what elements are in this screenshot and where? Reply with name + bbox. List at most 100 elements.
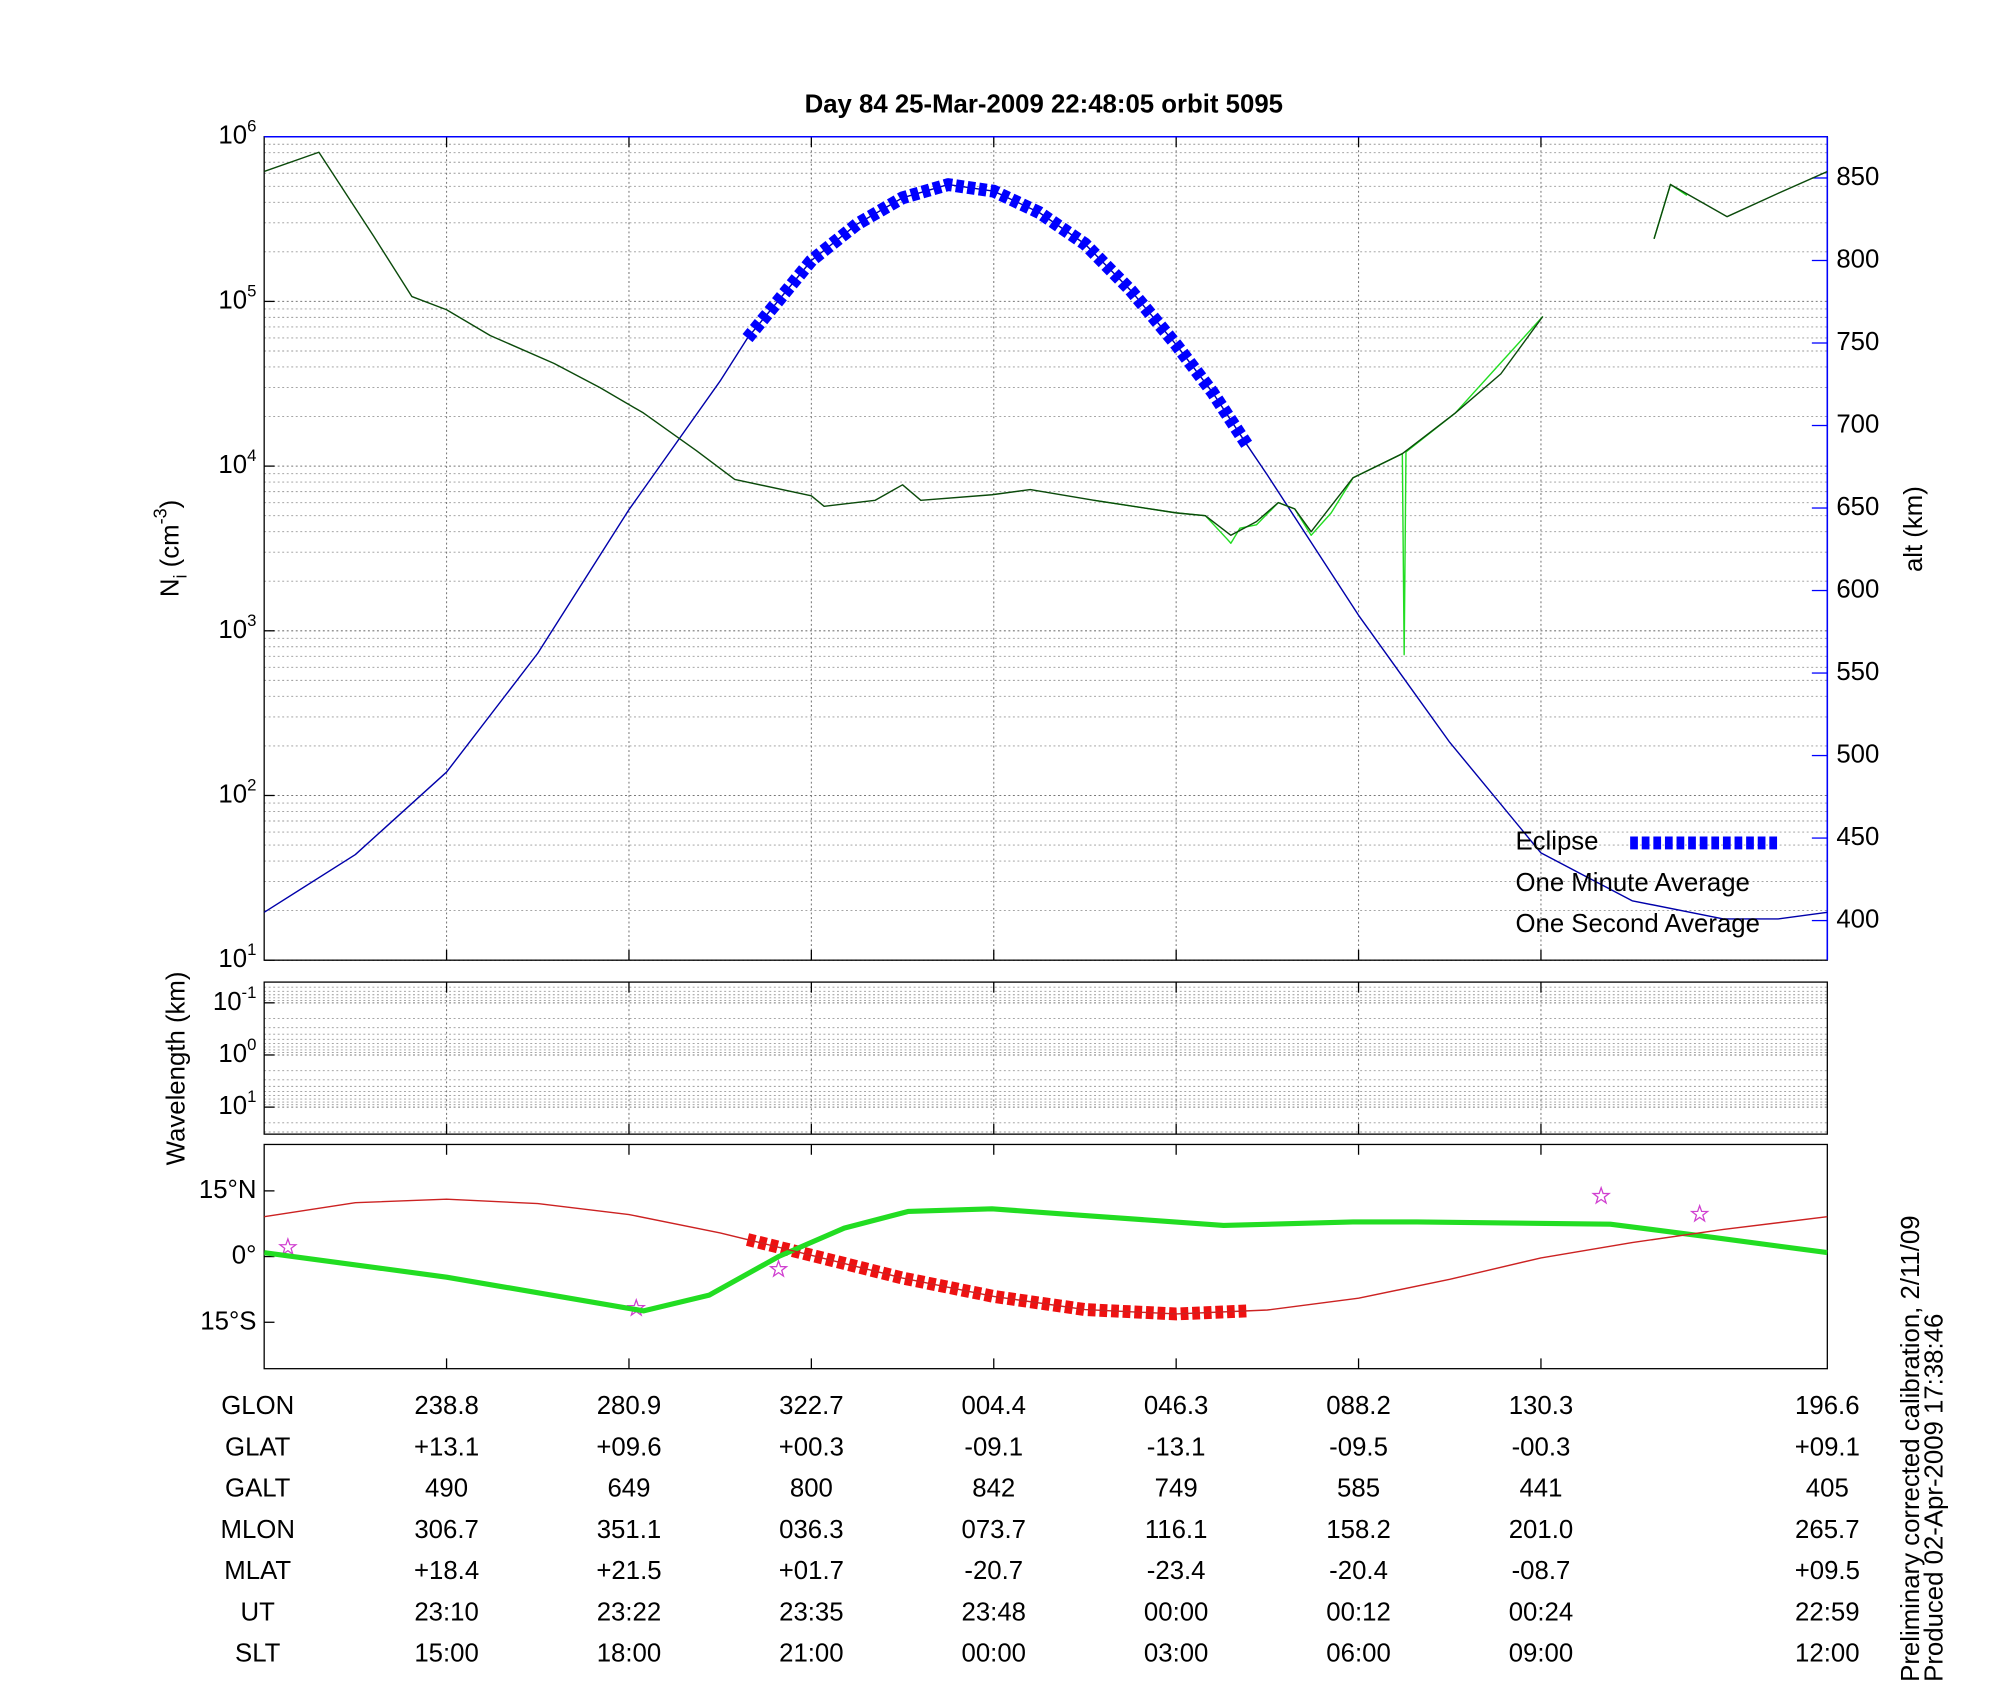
table-cell: 196.6 — [1795, 1392, 1859, 1420]
y2-tick-label: 750 — [1836, 328, 1879, 356]
y-tick-label: 104 — [218, 446, 256, 479]
y-tick-label: 0° — [232, 1241, 257, 1269]
table-cell: +21.5 — [596, 1557, 661, 1585]
table-cell: +01.7 — [779, 1557, 844, 1585]
tick-base: 10 — [218, 286, 247, 314]
legend-label: One Second Average — [1515, 910, 1759, 938]
y-tick-label: 101 — [218, 940, 256, 973]
table-cell: +18.4 — [414, 1557, 479, 1585]
table-cell: 088.2 — [1326, 1392, 1390, 1420]
table-cell: 265.7 — [1795, 1516, 1859, 1544]
table-cell: -00.3 — [1512, 1433, 1571, 1461]
y-tick-label: 105 — [218, 281, 256, 314]
tick-base: 10 — [218, 1040, 247, 1068]
table-cell: 585 — [1337, 1475, 1380, 1503]
table-cell: 09:00 — [1509, 1640, 1573, 1668]
plot-area — [264, 982, 1828, 1135]
tick-exponent: 0 — [247, 1035, 256, 1054]
label-subscript: i — [170, 575, 190, 579]
tick-exponent: 5 — [247, 281, 256, 300]
table-cell: +13.1 — [414, 1433, 479, 1461]
y2-tick-label: 500 — [1836, 740, 1879, 768]
y-tick-label: 10-1 — [213, 983, 257, 1016]
series-line — [1653, 170, 1828, 240]
tick-base: 15°S — [200, 1307, 256, 1335]
tick-base: 10 — [218, 780, 247, 808]
table-cell: 490 — [425, 1475, 468, 1503]
tick-exponent: 1 — [247, 940, 256, 959]
tick-base: 10 — [218, 616, 247, 644]
table-cell: 306.7 — [414, 1516, 478, 1544]
table-cell: 280.9 — [597, 1392, 661, 1420]
table-cell: -20.4 — [1329, 1557, 1388, 1585]
table-cell: +09.6 — [596, 1433, 661, 1461]
table-cell: 18:00 — [597, 1640, 661, 1668]
chart-title: Day 84 25-Mar-2009 22:48:05 orbit 5095 — [805, 91, 1283, 119]
y2-tick-label: 450 — [1836, 823, 1879, 851]
table-cell: -08.7 — [1512, 1557, 1571, 1585]
table-cell: 749 — [1155, 1475, 1198, 1503]
star-marker — [1591, 1185, 1611, 1205]
table-cell: 23:22 — [597, 1598, 661, 1626]
y-tick-label: 103 — [218, 611, 256, 644]
table-cell: 00:00 — [962, 1640, 1026, 1668]
y-tick-label: 101 — [218, 1087, 256, 1120]
y2-tick-label: 650 — [1836, 493, 1879, 521]
label-superscript: -3 — [150, 508, 170, 524]
tick-base: 10 — [218, 122, 247, 150]
table-cell: 03:00 — [1144, 1640, 1208, 1668]
table-cell: 00:00 — [1144, 1598, 1208, 1626]
table-cell: 036.3 — [779, 1516, 843, 1544]
row-label: UT — [241, 1598, 276, 1626]
y-axis-label: Ni (cm-3) — [150, 500, 190, 597]
row-label: MLON — [221, 1516, 295, 1544]
table-cell: 23:48 — [962, 1598, 1026, 1626]
label-unit: (cm — [156, 524, 184, 574]
tick-exponent: 3 — [247, 611, 256, 630]
plot-area — [264, 136, 1828, 961]
y-tick-label: 15°S — [200, 1307, 256, 1335]
plot-frame — [263, 1143, 1828, 1370]
tick-exponent: 6 — [247, 117, 256, 136]
row-label: GALT — [225, 1475, 291, 1503]
y-tick-label: 102 — [218, 775, 256, 808]
y-tick-label: 100 — [218, 1035, 256, 1068]
table-cell: 405 — [1806, 1475, 1849, 1503]
table-cell: 22:59 — [1795, 1598, 1859, 1626]
table-cell: 23:10 — [414, 1598, 478, 1626]
table-cell: 130.3 — [1509, 1392, 1573, 1420]
tick-base: 10 — [218, 1092, 247, 1120]
y2-tick-label: 800 — [1836, 245, 1879, 273]
tick-base: 10 — [218, 451, 247, 479]
series-line — [742, 178, 1253, 449]
table-cell: 073.7 — [962, 1516, 1026, 1544]
y2-tick-label: 400 — [1836, 905, 1879, 933]
row-label: GLON — [221, 1392, 294, 1420]
row-label: GLAT — [225, 1433, 291, 1461]
table-cell: 12:00 — [1795, 1640, 1859, 1668]
series-layer — [264, 1185, 1828, 1321]
label-end: ) — [156, 500, 184, 509]
series-layer — [264, 151, 1828, 920]
plot-frame — [263, 981, 1828, 1135]
tick-exponent: -1 — [242, 983, 257, 1002]
table-cell: 00:24 — [1509, 1598, 1573, 1626]
star-marker — [278, 1237, 298, 1256]
y2-tick-label: 700 — [1836, 410, 1879, 438]
side-note: Preliminary corrected calibration, 2/11/… — [1897, 1215, 1925, 1681]
table-cell: 004.4 — [962, 1392, 1026, 1420]
y2-tick-label: 850 — [1836, 163, 1879, 191]
table-cell: 158.2 — [1326, 1516, 1390, 1544]
y-axis-label: Wavelength (km) — [163, 972, 191, 1166]
table-cell: 046.3 — [1144, 1392, 1208, 1420]
table-cell: 842 — [972, 1475, 1015, 1503]
side-note: Produced 02-Apr-2009 17:38:46 — [1920, 1314, 1948, 1682]
series-line — [264, 1206, 1828, 1314]
tick-base: 10 — [218, 945, 247, 973]
star-marker — [768, 1258, 789, 1278]
table-cell: 116.1 — [1145, 1516, 1208, 1544]
table-cell: 23:35 — [779, 1598, 843, 1626]
table-cell: 201.0 — [1509, 1516, 1573, 1544]
